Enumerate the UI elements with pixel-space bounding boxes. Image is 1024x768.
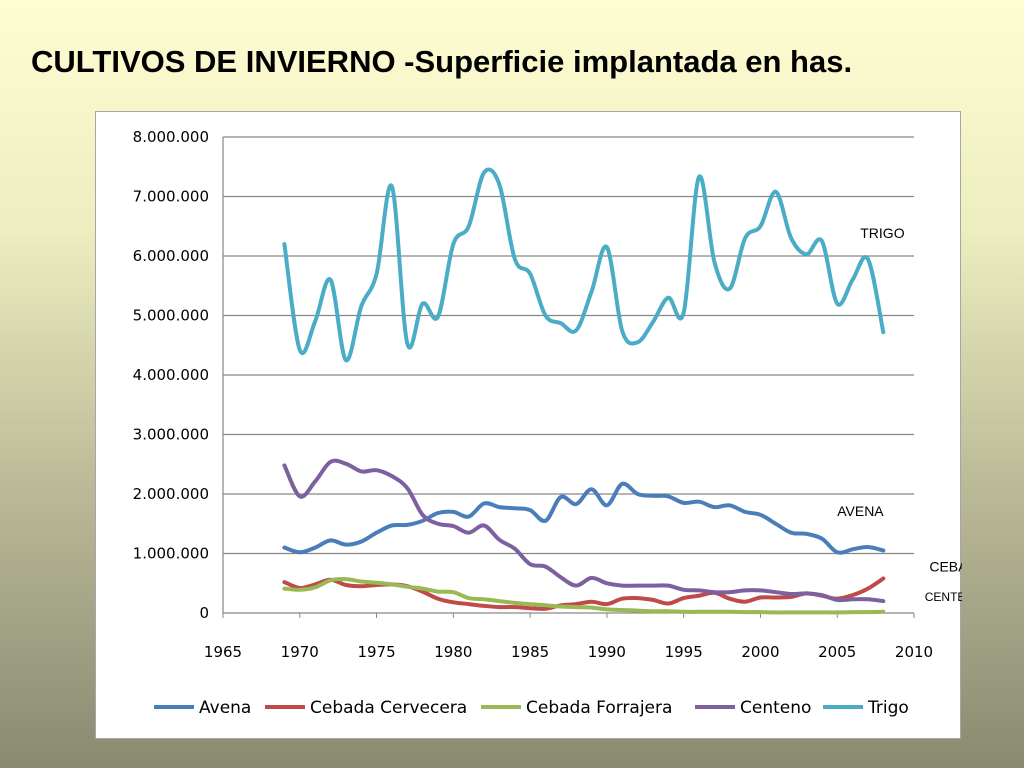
series-line-centeno xyxy=(282,458,886,604)
y-tick-label: 0 xyxy=(199,604,209,622)
y-tick-label: 8.000.000 xyxy=(133,128,209,146)
legend-label: Cebada Cervecera xyxy=(310,698,467,718)
x-tick-label: 1975 xyxy=(357,643,395,661)
annotation-cebada: CEBADA xyxy=(929,558,962,574)
y-tick-label: 5.000.000 xyxy=(133,307,209,325)
x-tick-label: 1985 xyxy=(511,643,549,661)
series-line-trigo xyxy=(282,167,886,363)
x-tick-label: 2005 xyxy=(818,643,856,661)
legend-label: Centeno xyxy=(740,698,811,718)
y-tick-label: 2.000.000 xyxy=(133,485,209,503)
x-tick-label: 2010 xyxy=(895,643,933,661)
chart-frame: 0 1.000.000 2.000.000 3.000.000 4.000.000 5.0… xyxy=(95,111,962,739)
slide-title: CULTIVOS DE INVIERNO -Superficie implant… xyxy=(31,44,853,79)
annotation-avena: AVENA xyxy=(837,503,884,519)
y-tick-label: 3.000.000 xyxy=(133,426,209,444)
annotation-centeno: CENTENO xyxy=(925,590,962,604)
x-tick-label: 1980 xyxy=(434,643,472,661)
legend-label: Cebada Forrajera xyxy=(526,698,672,718)
y-tick-label: 6.000.000 xyxy=(133,247,209,265)
x-tick-label: 2000 xyxy=(741,643,779,661)
x-tick-label: 1965 xyxy=(204,643,242,661)
legend-label: Avena xyxy=(199,698,251,718)
y-tick-label: 1.000.000 xyxy=(133,545,209,563)
y-tick-label: 4.000.000 xyxy=(133,366,209,384)
series-line-avena xyxy=(282,481,886,555)
legend-label: Trigo xyxy=(867,698,909,718)
annotation-trigo: TRIGO xyxy=(860,225,904,241)
y-tick-label: 7.000.000 xyxy=(133,188,209,206)
series-line-cebada-forrajera xyxy=(282,577,886,615)
x-tick-label: 1995 xyxy=(665,643,703,661)
x-tick-label: 1970 xyxy=(281,643,319,661)
line-chart: 0 1.000.000 2.000.000 3.000.000 4.000.000 5.0… xyxy=(133,128,962,718)
x-tick-label: 1990 xyxy=(588,643,626,661)
